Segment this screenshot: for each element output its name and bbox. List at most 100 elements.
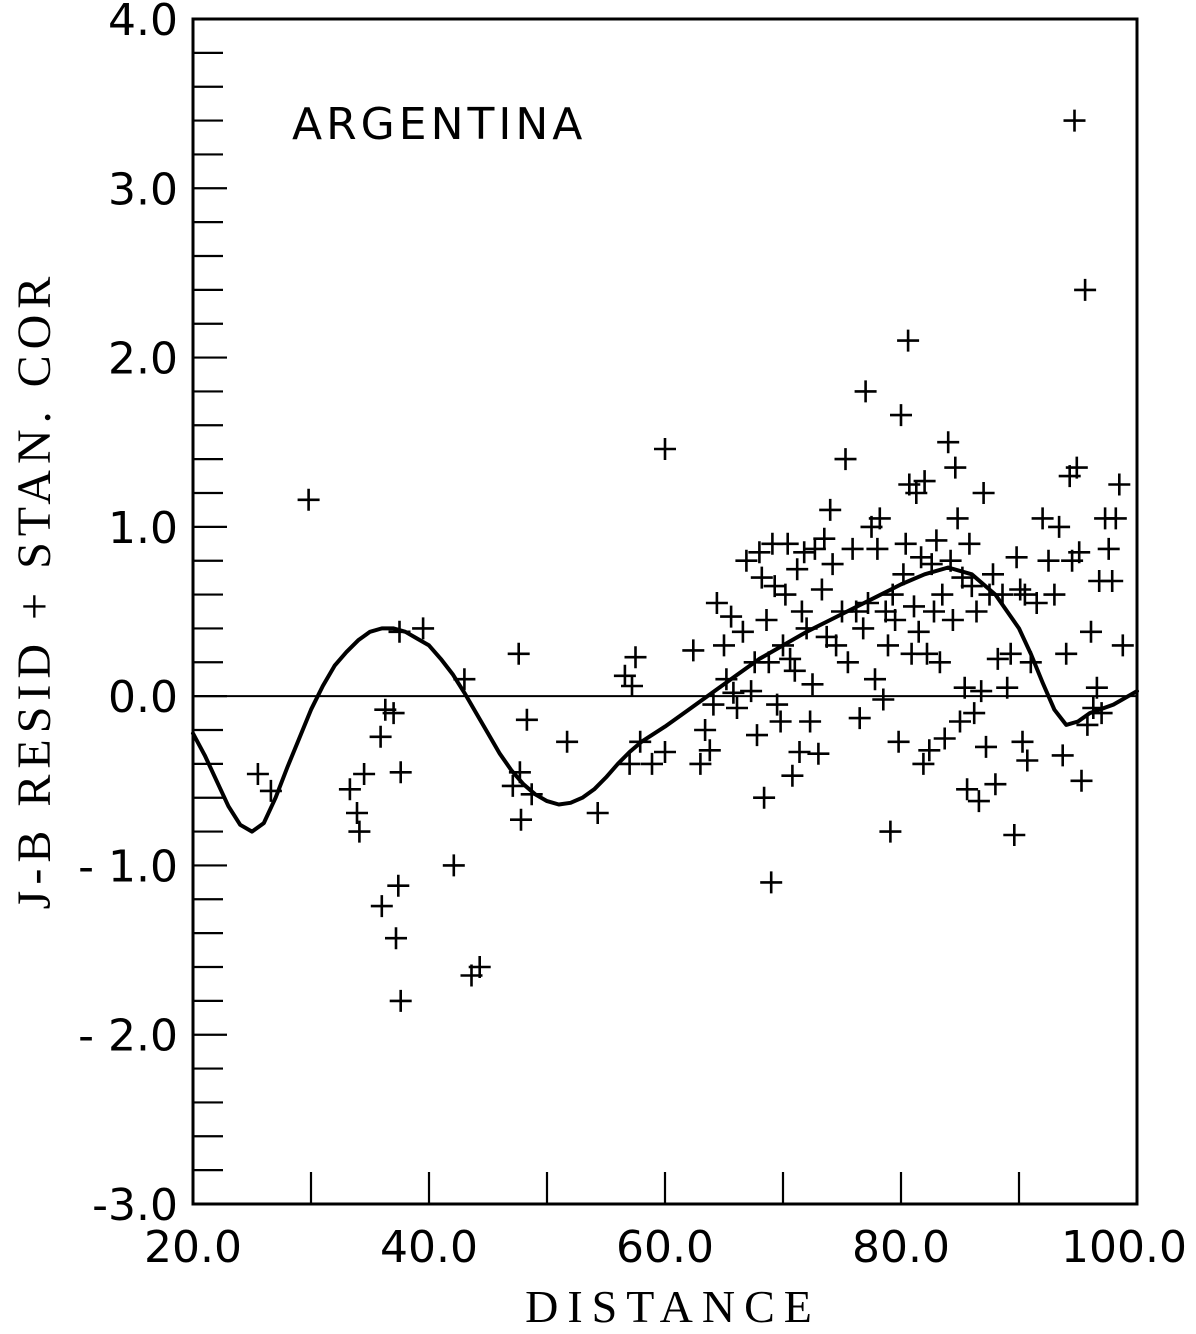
data-point — [972, 482, 995, 504]
x-tick-label: 60.0 — [616, 1222, 714, 1273]
data-point — [731, 620, 754, 643]
data-point — [740, 680, 763, 703]
data-point — [933, 727, 956, 750]
data-point — [941, 609, 964, 631]
data-point — [387, 874, 410, 897]
data-point — [963, 702, 986, 725]
data-point — [944, 456, 967, 479]
data-point — [705, 592, 728, 614]
data-point — [852, 617, 875, 640]
data-point — [453, 668, 476, 691]
data-point — [905, 482, 928, 504]
data-point — [1080, 620, 1102, 643]
data-point — [984, 773, 1007, 796]
data-point — [937, 431, 960, 454]
data-point — [246, 763, 269, 785]
data-point — [348, 820, 371, 843]
data-point — [1031, 507, 1054, 530]
data-point — [508, 761, 531, 784]
data-point — [868, 507, 891, 530]
y-tick-label: -3.0 — [92, 1180, 178, 1231]
data-point — [819, 498, 842, 521]
data-point — [857, 592, 879, 614]
data-point — [991, 583, 1014, 606]
data-point — [836, 651, 859, 674]
data-point — [369, 725, 392, 748]
data-point — [813, 527, 836, 550]
data-point — [442, 854, 465, 877]
data-point — [960, 575, 983, 598]
data-point — [586, 802, 609, 824]
data-point — [810, 578, 833, 601]
data-point — [892, 563, 915, 586]
y-axis-label: J-B RESID + STAN. COR — [8, 271, 61, 910]
data-point — [757, 651, 780, 674]
data-point — [1016, 749, 1039, 772]
data-point — [772, 634, 794, 657]
data-point — [881, 583, 904, 606]
data-point — [946, 507, 969, 530]
data-point — [879, 820, 902, 843]
data-point — [912, 752, 935, 775]
scatter-points — [246, 109, 1134, 1012]
data-point — [999, 642, 1022, 665]
data-point — [1005, 546, 1028, 569]
data-point — [897, 329, 920, 352]
data-point — [854, 380, 877, 403]
data-point — [370, 895, 393, 918]
curve-line — [191, 565, 1139, 834]
y-axis-ticks — [193, 51, 227, 1172]
data-point — [753, 786, 776, 809]
data-point — [918, 739, 941, 762]
data-point — [803, 537, 826, 560]
data-point — [682, 639, 705, 662]
data-point — [845, 600, 868, 623]
data-point — [1076, 713, 1099, 736]
data-point — [1051, 744, 1074, 767]
data-point — [931, 583, 954, 606]
data-point — [501, 774, 524, 797]
data-point — [872, 688, 895, 711]
data-point — [1065, 456, 1088, 479]
data-point — [807, 742, 830, 765]
data-point — [786, 558, 809, 581]
data-point — [965, 600, 988, 623]
data-point — [920, 553, 943, 576]
data-point — [388, 620, 411, 643]
data-point — [781, 764, 804, 787]
data-point — [776, 532, 799, 555]
data-point — [507, 642, 530, 665]
data-point — [801, 673, 824, 696]
data-point — [890, 404, 912, 427]
data-point — [1070, 769, 1093, 792]
y-tick-label: - 1.0 — [78, 841, 178, 892]
data-point — [958, 532, 981, 555]
x-tick-label: 80.0 — [852, 1222, 950, 1273]
data-point — [389, 761, 412, 784]
data-point — [353, 763, 376, 785]
data-point — [389, 989, 412, 1012]
data-point — [748, 541, 771, 564]
data-point — [1101, 570, 1124, 592]
data-point — [779, 647, 802, 670]
data-point — [654, 741, 676, 763]
data-point — [1108, 473, 1131, 496]
data-point — [618, 752, 641, 775]
data-point — [722, 681, 745, 704]
data-point — [848, 707, 871, 730]
data-point — [624, 646, 647, 669]
data-point — [956, 778, 979, 801]
data-point — [996, 676, 1019, 699]
data-point — [887, 730, 910, 753]
data-point — [510, 808, 532, 831]
data-point — [1097, 537, 1120, 560]
data-point — [1019, 651, 1042, 674]
data-point — [1104, 507, 1127, 530]
y-tick-label: - 2.0 — [78, 1011, 178, 1062]
data-point — [713, 634, 735, 657]
x-tick-label: 100.0 — [1061, 1222, 1187, 1273]
data-point — [949, 710, 971, 733]
data-point — [760, 871, 783, 894]
data-point — [702, 693, 725, 716]
